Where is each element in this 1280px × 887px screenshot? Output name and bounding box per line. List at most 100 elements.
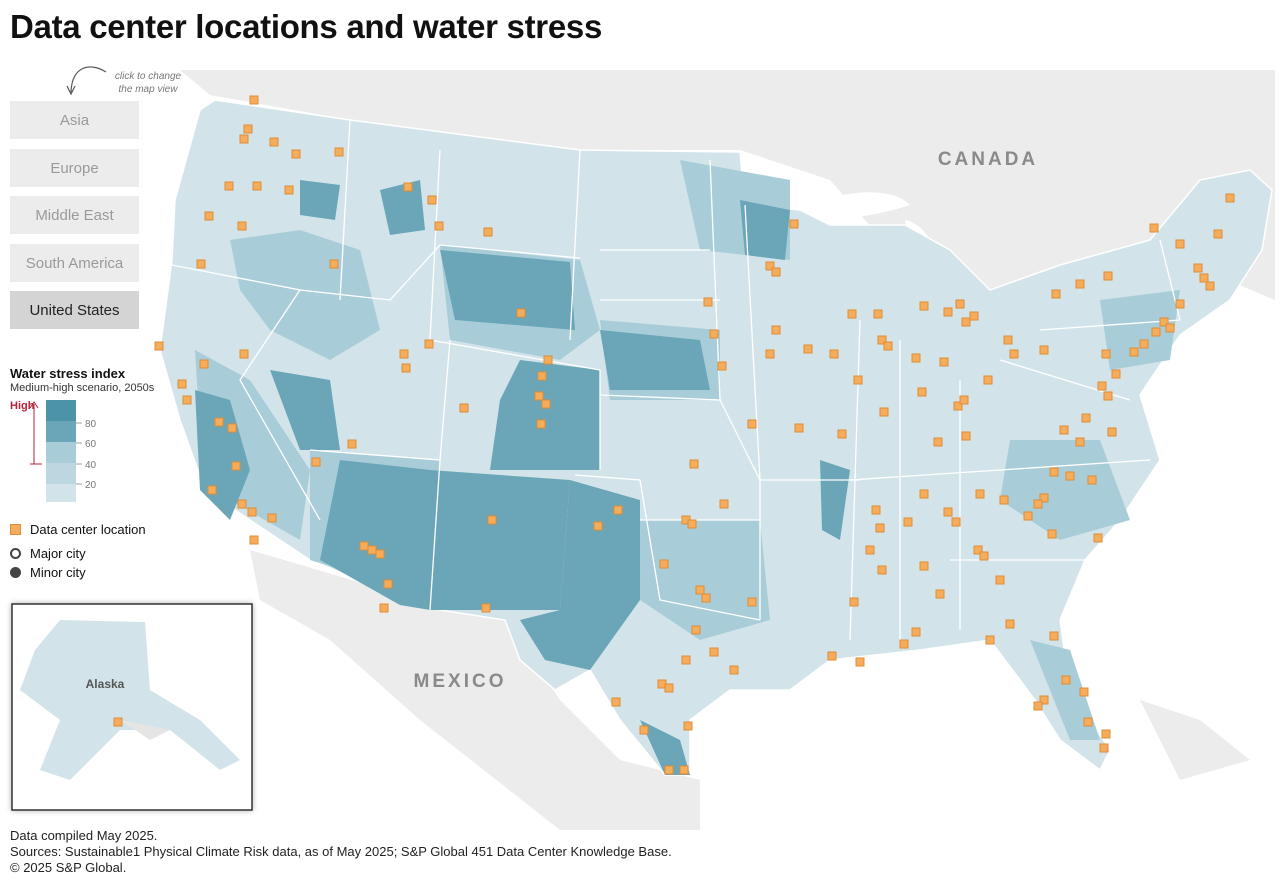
data-center-marker bbox=[679, 765, 689, 775]
data-center-marker bbox=[224, 181, 234, 191]
data-center-marker bbox=[291, 149, 301, 159]
data-center-marker bbox=[865, 545, 875, 555]
data-center-marker bbox=[877, 335, 887, 345]
data-center-marker bbox=[237, 221, 247, 231]
region-button-europe[interactable]: Europe bbox=[10, 149, 139, 187]
data-center-marker bbox=[1061, 675, 1071, 685]
minor-city-swatch bbox=[10, 567, 21, 578]
data-center-markers[interactable] bbox=[154, 95, 1235, 775]
data-center-marker bbox=[729, 665, 739, 675]
data-center-marker bbox=[247, 507, 257, 517]
data-center-marker bbox=[1101, 729, 1111, 739]
data-center-marker bbox=[911, 353, 921, 363]
data-center-marker bbox=[1101, 349, 1111, 359]
region-button-united-states[interactable]: United States bbox=[10, 291, 139, 329]
data-center-marker bbox=[483, 227, 493, 237]
data-center-marker bbox=[794, 423, 804, 433]
canada-label: CANADA bbox=[938, 149, 1038, 170]
data-center-marker bbox=[933, 437, 943, 447]
data-center-marker bbox=[541, 399, 551, 409]
data-center-marker bbox=[204, 211, 214, 221]
data-center-marker bbox=[534, 391, 544, 401]
data-center-marker bbox=[985, 635, 995, 645]
scale-tick: 80 bbox=[85, 419, 97, 430]
legend-high-label: High bbox=[10, 400, 35, 412]
data-center-marker bbox=[765, 261, 775, 271]
data-center-marker bbox=[1059, 425, 1069, 435]
data-center-marker bbox=[1049, 631, 1059, 641]
data-center-marker bbox=[1009, 349, 1019, 359]
data-center-marker bbox=[1175, 299, 1185, 309]
data-center-marker bbox=[424, 339, 434, 349]
data-center-marker bbox=[943, 507, 953, 517]
data-center-marker bbox=[399, 349, 409, 359]
data-center-marker bbox=[1205, 281, 1215, 291]
data-center-marker bbox=[1051, 289, 1061, 299]
data-center-marker bbox=[747, 419, 757, 429]
data-center-marker bbox=[379, 603, 389, 613]
data-center-marker bbox=[182, 395, 192, 405]
data-center-marker bbox=[1039, 695, 1049, 705]
data-center-marker bbox=[1039, 493, 1049, 503]
data-center-marker bbox=[113, 717, 123, 727]
data-center-marker bbox=[953, 401, 963, 411]
data-center-marker bbox=[383, 579, 393, 589]
data-center-marker bbox=[199, 359, 209, 369]
footer-compiled: Data compiled May 2025. bbox=[10, 828, 158, 843]
data-center-marker bbox=[1151, 327, 1161, 337]
data-center-marker bbox=[771, 267, 781, 277]
data-center-marker bbox=[837, 429, 847, 439]
alaska-inset: Alaska bbox=[11, 603, 253, 811]
data-center-marker bbox=[935, 589, 945, 599]
data-center-marker bbox=[1047, 529, 1057, 539]
data-center-marker bbox=[1083, 717, 1093, 727]
data-center-marker bbox=[919, 561, 929, 571]
footer: Data compiled May 2025. Sources: Sustain… bbox=[10, 828, 672, 876]
data-center-marker bbox=[1065, 471, 1075, 481]
water-stress-map[interactable]: Alaska CANADA MEXICO bbox=[0, 0, 1280, 830]
data-center-marker bbox=[1049, 467, 1059, 477]
legend-major-city: Major city bbox=[0, 546, 86, 561]
legend-major-city-label: Major city bbox=[30, 546, 86, 561]
data-center-marker bbox=[961, 317, 971, 327]
data-center-marker bbox=[249, 95, 259, 105]
data-center-marker bbox=[536, 419, 546, 429]
data-center-marker bbox=[701, 593, 711, 603]
data-center-marker bbox=[1103, 271, 1113, 281]
page-title: Data center locations and water stress bbox=[10, 8, 602, 45]
data-center-marker bbox=[196, 259, 206, 269]
data-center-marker bbox=[943, 307, 953, 317]
data-center-marker bbox=[1149, 223, 1159, 233]
data-center-marker bbox=[999, 495, 1009, 505]
data-center-marker bbox=[459, 403, 469, 413]
data-center-swatch bbox=[10, 524, 21, 535]
region-button-south-america[interactable]: South America bbox=[10, 244, 139, 282]
data-center-marker bbox=[919, 301, 929, 311]
curved-arrow-icon bbox=[66, 66, 107, 96]
data-center-marker bbox=[911, 627, 921, 637]
data-center-marker bbox=[983, 375, 993, 385]
data-center-marker bbox=[687, 519, 697, 529]
data-center-marker bbox=[765, 349, 775, 359]
data-center-marker bbox=[1099, 743, 1109, 753]
data-center-marker bbox=[207, 485, 217, 495]
data-center-marker bbox=[691, 625, 701, 635]
data-center-marker bbox=[1005, 619, 1015, 629]
data-center-marker bbox=[873, 309, 883, 319]
data-center-marker bbox=[919, 489, 929, 499]
data-center-marker bbox=[803, 344, 813, 354]
data-center-marker bbox=[543, 355, 553, 365]
data-center-marker bbox=[239, 349, 249, 359]
region-button-asia[interactable]: Asia bbox=[10, 101, 139, 139]
region-button-middle-east[interactable]: Middle East bbox=[10, 196, 139, 234]
legend-minor-city-label: Minor city bbox=[30, 565, 86, 580]
data-center-marker bbox=[427, 195, 437, 205]
data-center-marker bbox=[252, 181, 262, 191]
data-center-marker bbox=[487, 515, 497, 525]
data-center-marker bbox=[613, 505, 623, 515]
data-center-marker bbox=[1075, 279, 1085, 289]
legend-data-center: Data center location bbox=[0, 522, 146, 537]
data-center-marker bbox=[284, 185, 294, 195]
data-center-marker bbox=[719, 499, 729, 509]
data-center-marker bbox=[877, 565, 887, 575]
